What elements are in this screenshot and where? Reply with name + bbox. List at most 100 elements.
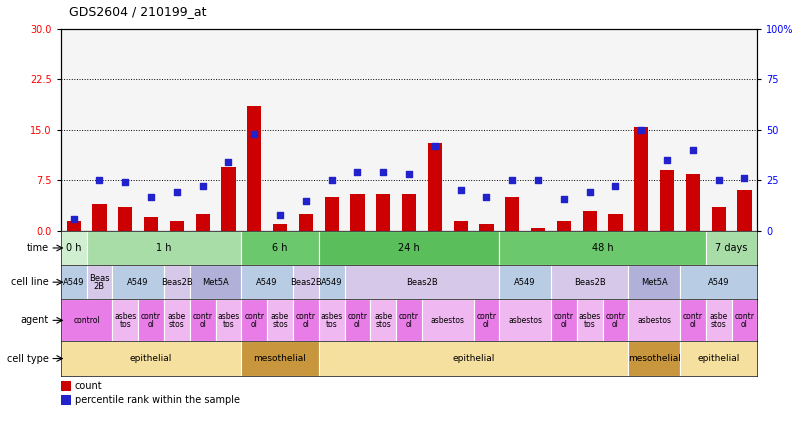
Bar (325, 197, 339, 231)
Text: contr
ol: contr ol (296, 312, 316, 329)
Bar (61, 299, 113, 341)
Text: asbestos: asbestos (637, 316, 671, 325)
Point (93, 177, 106, 184)
Bar (556, 221, 571, 231)
Text: Beas2B: Beas2B (406, 278, 438, 287)
Bar (505, 197, 519, 231)
Point (144, 193, 157, 200)
Bar (190, 299, 215, 341)
Bar (660, 170, 674, 231)
Point (325, 177, 338, 184)
Text: contr
ol: contr ol (347, 312, 368, 329)
Text: asbes
tos: asbes tos (578, 312, 601, 329)
Text: A549: A549 (257, 278, 278, 287)
Bar (499, 265, 551, 299)
Bar (629, 341, 680, 376)
Point (738, 175, 751, 182)
Point (661, 157, 674, 164)
Bar (603, 299, 629, 341)
Text: asbes
tos: asbes tos (217, 312, 240, 329)
Text: A549: A549 (514, 278, 536, 287)
Bar (61, 341, 241, 376)
Text: asbes
tos: asbes tos (321, 312, 343, 329)
Point (712, 177, 725, 184)
Bar (706, 231, 757, 265)
Point (300, 197, 313, 204)
Bar (686, 174, 700, 231)
Text: asbe
stos: asbe stos (374, 312, 392, 329)
Bar (273, 224, 287, 231)
Bar (87, 231, 241, 265)
Point (480, 193, 493, 200)
Bar (92, 204, 107, 231)
Point (377, 169, 390, 176)
Bar (344, 299, 370, 341)
Text: contr
ol: contr ol (141, 312, 161, 329)
Text: Beas2B: Beas2B (573, 278, 606, 287)
Bar (144, 218, 158, 231)
Text: contr
ol: contr ol (683, 312, 703, 329)
Bar (61, 395, 71, 405)
Bar (267, 299, 293, 341)
Text: contr
ol: contr ol (476, 312, 497, 329)
Point (505, 177, 518, 184)
Bar (629, 265, 680, 299)
Bar (61, 265, 87, 299)
Point (170, 189, 183, 196)
Bar (247, 106, 262, 231)
Point (67, 215, 80, 222)
Bar (66, 221, 81, 231)
Text: asbestos: asbestos (431, 316, 465, 325)
Text: 1 h: 1 h (156, 243, 172, 253)
Text: GDS2604 / 210199_at: GDS2604 / 210199_at (69, 5, 207, 18)
Bar (376, 194, 390, 231)
Point (119, 179, 132, 186)
Point (428, 143, 441, 150)
Text: A549: A549 (708, 278, 729, 287)
Text: 48 h: 48 h (592, 243, 613, 253)
Bar (319, 265, 344, 299)
Text: mesothelial: mesothelial (628, 354, 680, 363)
Bar (293, 265, 319, 299)
Text: contr
ol: contr ol (245, 312, 264, 329)
Text: asbe
stos: asbe stos (710, 312, 727, 329)
Bar (195, 214, 210, 231)
Text: asbe
stos: asbe stos (271, 312, 289, 329)
Text: control: control (73, 316, 100, 325)
Bar (344, 265, 499, 299)
Text: 24 h: 24 h (399, 243, 420, 253)
Text: 6 h: 6 h (272, 243, 288, 253)
Bar (139, 299, 164, 341)
Text: Met5A: Met5A (641, 278, 667, 287)
Text: contr
ol: contr ol (605, 312, 625, 329)
Bar (480, 224, 493, 231)
Bar (61, 381, 71, 391)
Text: 7 days: 7 days (715, 243, 748, 253)
Bar (164, 265, 190, 299)
Bar (113, 265, 164, 299)
Point (635, 126, 648, 133)
Text: time: time (27, 243, 49, 253)
Text: asbe
stos: asbe stos (168, 312, 186, 329)
Bar (737, 190, 752, 231)
Point (609, 183, 622, 190)
Text: Beas2B: Beas2B (290, 278, 322, 287)
Text: mesothelial: mesothelial (254, 354, 306, 363)
Bar (241, 231, 319, 265)
Bar (319, 341, 629, 376)
Bar (680, 341, 757, 376)
Bar (241, 265, 293, 299)
Point (274, 211, 287, 218)
Bar (299, 214, 313, 231)
Bar (454, 221, 467, 231)
Point (196, 183, 209, 190)
Bar (531, 227, 545, 231)
Text: contr
ol: contr ol (554, 312, 573, 329)
Bar (474, 299, 499, 341)
Bar (61, 231, 87, 265)
Bar (241, 299, 267, 341)
Text: agent: agent (20, 315, 49, 325)
Bar (608, 214, 623, 231)
Bar (370, 299, 396, 341)
Bar (680, 265, 757, 299)
